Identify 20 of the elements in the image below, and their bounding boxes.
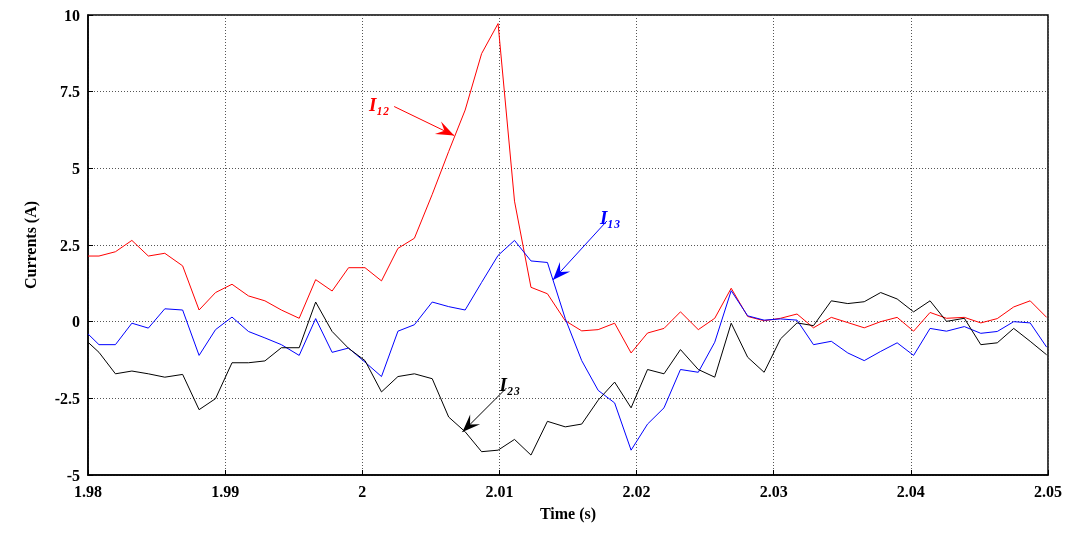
y-tick-label: -2.5 bbox=[54, 389, 80, 407]
y-tick-label: -5 bbox=[66, 466, 80, 484]
annotation: I₂₃ bbox=[498, 374, 521, 396]
y-tick-label: 5 bbox=[72, 159, 80, 177]
x-tick-label: 2 bbox=[358, 482, 367, 500]
y-axis-title: Currents (A) bbox=[21, 200, 40, 290]
x-tick-label: 2.04 bbox=[896, 482, 925, 500]
annotation: I₁₂ bbox=[368, 93, 390, 115]
y-tick-label: 2.5 bbox=[60, 236, 80, 254]
x-tick-label: 2.01 bbox=[485, 482, 514, 500]
annotation: I₁₃ bbox=[598, 206, 621, 228]
x-tick-label: 1.98 bbox=[74, 482, 102, 500]
x-tick-label: 2.05 bbox=[1034, 482, 1062, 500]
y-tick-label: 10 bbox=[64, 6, 80, 24]
y-tick-label: 0 bbox=[72, 313, 80, 331]
x-axis-title: Time (s) bbox=[539, 504, 597, 523]
y-tick-label: 7.5 bbox=[60, 83, 80, 101]
x-tick-label: 2.02 bbox=[622, 482, 651, 500]
x-tick-label: 1.99 bbox=[211, 482, 240, 500]
x-tick-label: 2.03 bbox=[759, 482, 788, 500]
